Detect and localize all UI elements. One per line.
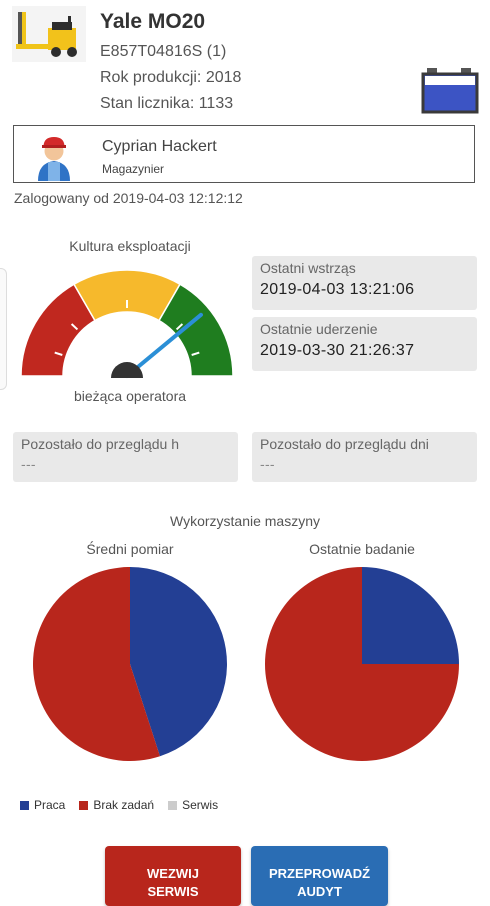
machine-serial: E857T04816S (1) (100, 43, 227, 60)
operator-role: Magazynier (102, 162, 165, 176)
pie-chart-average (33, 567, 227, 761)
remaining-days-value: --- (260, 456, 275, 472)
last-hit-label: Ostatnie uderzenie (260, 321, 378, 337)
machine-model: Yale MO20 (100, 10, 206, 33)
legend-label-service: Serwis (182, 798, 219, 812)
pie-slice-work (362, 567, 459, 664)
usage-title: Wykorzystanie maszyny (169, 513, 321, 529)
gauge-tick (191, 351, 200, 356)
remaining-days-label: Pozostało do przeglądu dni (260, 436, 429, 452)
call-service-button[interactable]: WEZWIJ SERWIS (105, 846, 241, 906)
legend-item-service: Serwis (168, 798, 218, 812)
call-service-line2: SERWIS (147, 883, 199, 899)
conduct-audit-button[interactable]: PRZEPROWADŹ AUDYT (251, 846, 388, 906)
conduct-audit-line2: AUDYT (297, 883, 342, 899)
legend-swatch-idle (79, 800, 89, 810)
last-shock-label: Ostatni wstrząs (260, 260, 356, 276)
chart-legend: Praca Brak zadań Serwis (20, 798, 218, 812)
gauge-subtitle: bieżąca operatora (73, 388, 187, 404)
remaining-days-box: Pozostało do przeglądu dni --- (252, 432, 477, 482)
gauge-needle (125, 312, 203, 378)
conduct-audit-line1: PRZEPROWADŹ (268, 865, 371, 881)
pie-slice-work (130, 567, 227, 757)
legend-label-idle: Brak zadań (93, 798, 155, 812)
pie-average-title: Średni pomiar (86, 541, 174, 557)
logged-in-since: Zalogowany od 2019-04-03 12:12:12 (14, 190, 243, 206)
legend-swatch-service (168, 800, 178, 810)
legend-item-idle: Brak zadań (79, 798, 154, 812)
operator-name: Cyprian Hackert (102, 138, 217, 155)
gauge-title: Kultura eksploatacji (69, 238, 191, 254)
operator-card[interactable]: Cyprian Hackert Magazynier (13, 125, 475, 183)
legend-label-work: Praca (34, 798, 66, 812)
production-year: Rok produkcji: 2018 (100, 69, 242, 86)
gauge-band-good (157, 283, 234, 377)
last-shock-box: Ostatni wstrząs 2019-04-03 13:21:06 (252, 256, 477, 310)
pie-slice-idle (265, 567, 459, 761)
gauge-tick (54, 351, 63, 356)
pie-slice-idle (33, 567, 160, 761)
operator-avatar (28, 129, 80, 181)
gauge-hub (111, 362, 143, 378)
last-hit-value: 2019-03-30 21:26:37 (260, 342, 415, 359)
call-service-line1: WEZWIJ (147, 865, 199, 881)
battery-icon (421, 66, 479, 114)
forklift-image (12, 6, 86, 62)
gauge-tick (175, 323, 184, 331)
last-shock-value: 2019-04-03 13:21:06 (260, 281, 415, 298)
last-hit-box: Ostatnie uderzenie 2019-03-30 21:26:37 (252, 317, 477, 371)
side-drawer-handle[interactable] (0, 268, 7, 390)
remaining-hours-label: Pozostało do przeglądu h (21, 436, 179, 452)
pie-chart-last (265, 567, 459, 761)
legend-swatch-work (20, 800, 29, 810)
counter-reading: Stan licznika: 1133 (100, 95, 234, 112)
remaining-hours-box: Pozostało do przeglądu h --- (13, 432, 238, 482)
pie-last-title: Ostatnie badanie (309, 541, 415, 557)
exploitation-gauge (18, 268, 236, 380)
gauge-tick (70, 323, 79, 331)
legend-item-work: Praca (20, 798, 65, 812)
remaining-hours-value: --- (21, 456, 36, 472)
